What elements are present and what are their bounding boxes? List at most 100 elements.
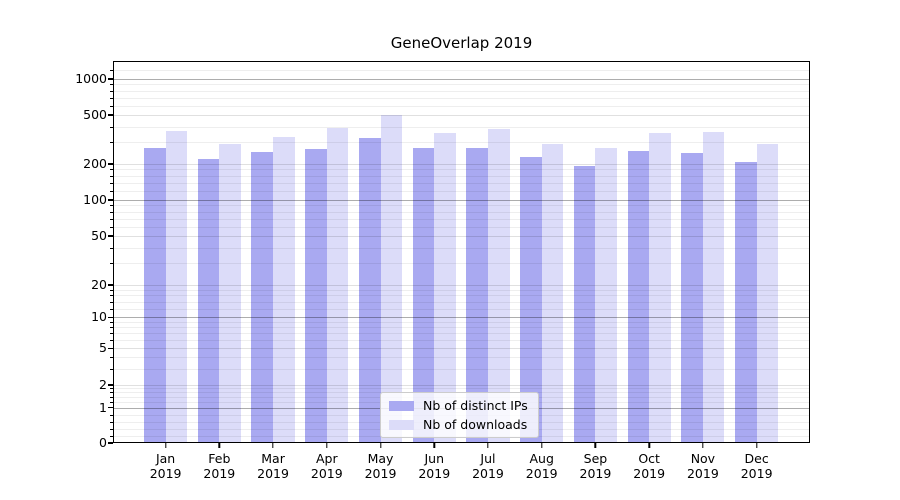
y-minor-tick — [110, 105, 113, 107]
bar-distinct-ips — [735, 162, 757, 443]
y-tick-label: 1000 — [75, 71, 107, 87]
x-tick — [433, 443, 435, 448]
y-gridline — [113, 200, 810, 201]
y-gridline-minor — [113, 169, 810, 171]
y-gridline-minor — [113, 126, 810, 128]
y-tick — [108, 316, 113, 318]
y-minor-tick — [110, 327, 113, 329]
bar-downloads — [326, 128, 349, 443]
x-tick-label: May 2019 — [365, 451, 397, 481]
y-gridline-minor — [113, 295, 810, 297]
y-gridline-minor — [113, 327, 810, 329]
bar-distinct-ips — [627, 151, 650, 443]
legend-swatch-distinct-ips — [389, 400, 414, 411]
y-tick — [108, 235, 113, 237]
bar-distinct-ips — [358, 137, 381, 443]
y-minor-tick — [110, 289, 113, 291]
y-minor-tick — [110, 401, 113, 403]
x-tick-label-line: 2019 — [149, 466, 182, 481]
y-minor-tick — [110, 190, 113, 192]
y-gridline-minor — [113, 105, 810, 107]
y-gridline-minor — [113, 182, 810, 184]
y-tick-label: 10 — [91, 309, 107, 325]
y-minor-tick — [110, 84, 113, 86]
x-tick — [326, 443, 328, 448]
y-gridline-minor — [113, 226, 810, 228]
bar-downloads — [649, 133, 671, 443]
x-tick-label-line: 2019 — [633, 466, 666, 481]
y-gridline — [113, 164, 810, 165]
y-gridline-minor — [113, 218, 810, 220]
y-minor-tick — [110, 357, 113, 359]
bar-downloads — [541, 144, 564, 443]
legend: Nb of distinct IPs Nb of downloads — [380, 392, 539, 438]
y-minor-tick — [110, 333, 113, 335]
y-tick — [108, 284, 113, 286]
y-gridline-minor — [113, 90, 810, 92]
legend-label-distinct-ips: Nb of distinct IPs — [423, 398, 528, 413]
y-tick — [108, 163, 113, 165]
bar-distinct-ips — [520, 156, 542, 443]
y-gridline-minor — [113, 368, 810, 370]
y-tick-label: 200 — [83, 156, 107, 172]
y-minor-tick — [110, 295, 113, 297]
y-tick-label: 5 — [99, 340, 107, 356]
y-minor-tick — [110, 90, 113, 92]
y-gridline — [113, 285, 810, 286]
plot-area: Nb of distinct IPs Nb of downloads 0 1 2 5 1… — [75, 61, 810, 481]
y-minor-tick — [110, 218, 113, 220]
x-tick-label-line: 2019 — [740, 466, 773, 481]
y-minor-tick — [110, 421, 113, 423]
x-tick-label-line: Jun — [424, 451, 445, 466]
y-gridline — [113, 79, 810, 80]
y-minor-tick — [110, 396, 113, 398]
y-tick — [108, 407, 113, 409]
y-minor-tick — [110, 97, 113, 99]
legend-item-distinct-ips: Nb of distinct IPs — [389, 398, 528, 413]
x-tick — [702, 443, 704, 448]
y-gridline-minor — [113, 69, 810, 71]
legend-swatch-downloads — [389, 419, 414, 430]
x-tick-label: Sep 2019 — [580, 451, 612, 481]
y-tick — [108, 442, 113, 444]
x-tick — [272, 443, 274, 448]
y-minor-tick — [110, 175, 113, 177]
bar-downloads — [756, 143, 779, 443]
x-tick-label: Oct 2019 — [633, 451, 665, 481]
x-tick — [164, 443, 167, 448]
y-gridline — [113, 115, 810, 116]
y-tick — [108, 347, 113, 349]
x-tick-label-line: 2019 — [364, 466, 397, 481]
x-tick-label: Nov 2019 — [687, 451, 719, 481]
y-gridline-minor — [113, 84, 810, 86]
y-minor-tick — [110, 69, 113, 71]
y-minor-tick — [110, 388, 113, 390]
x-tick-label-line: Aug — [529, 451, 554, 466]
y-minor-tick — [110, 392, 113, 394]
x-tick-label-line: 2019 — [686, 466, 719, 481]
x-tick-label: Mar 2019 — [257, 451, 289, 481]
x-tick — [218, 443, 221, 448]
x-tick-label: Aug 2019 — [526, 451, 558, 481]
x-tick-label-line: Dec — [744, 451, 769, 466]
y-gridline-minor — [113, 301, 810, 303]
x-tick-label-line: Jan — [155, 451, 176, 466]
bar-distinct-ips — [251, 151, 274, 443]
x-tick-label: Feb 2019 — [203, 451, 235, 481]
bar-distinct-ips — [412, 148, 435, 443]
y-gridline-minor — [113, 142, 810, 144]
bar-distinct-ips — [681, 153, 703, 443]
y-tick-label: 100 — [83, 192, 107, 208]
y-minor-tick — [110, 142, 113, 144]
x-tick — [541, 443, 543, 448]
bar-downloads — [702, 131, 725, 443]
x-tick-label: Dec 2019 — [741, 451, 773, 481]
y-minor-tick — [110, 414, 113, 416]
x-tick-label: Jul 2019 — [472, 451, 504, 481]
x-tick-label-line: Apr — [315, 451, 338, 466]
y-minor-tick — [110, 126, 113, 128]
bar-downloads — [219, 143, 241, 443]
y-gridline-minor — [113, 263, 810, 265]
x-tick-label-line: 2019 — [203, 466, 236, 481]
